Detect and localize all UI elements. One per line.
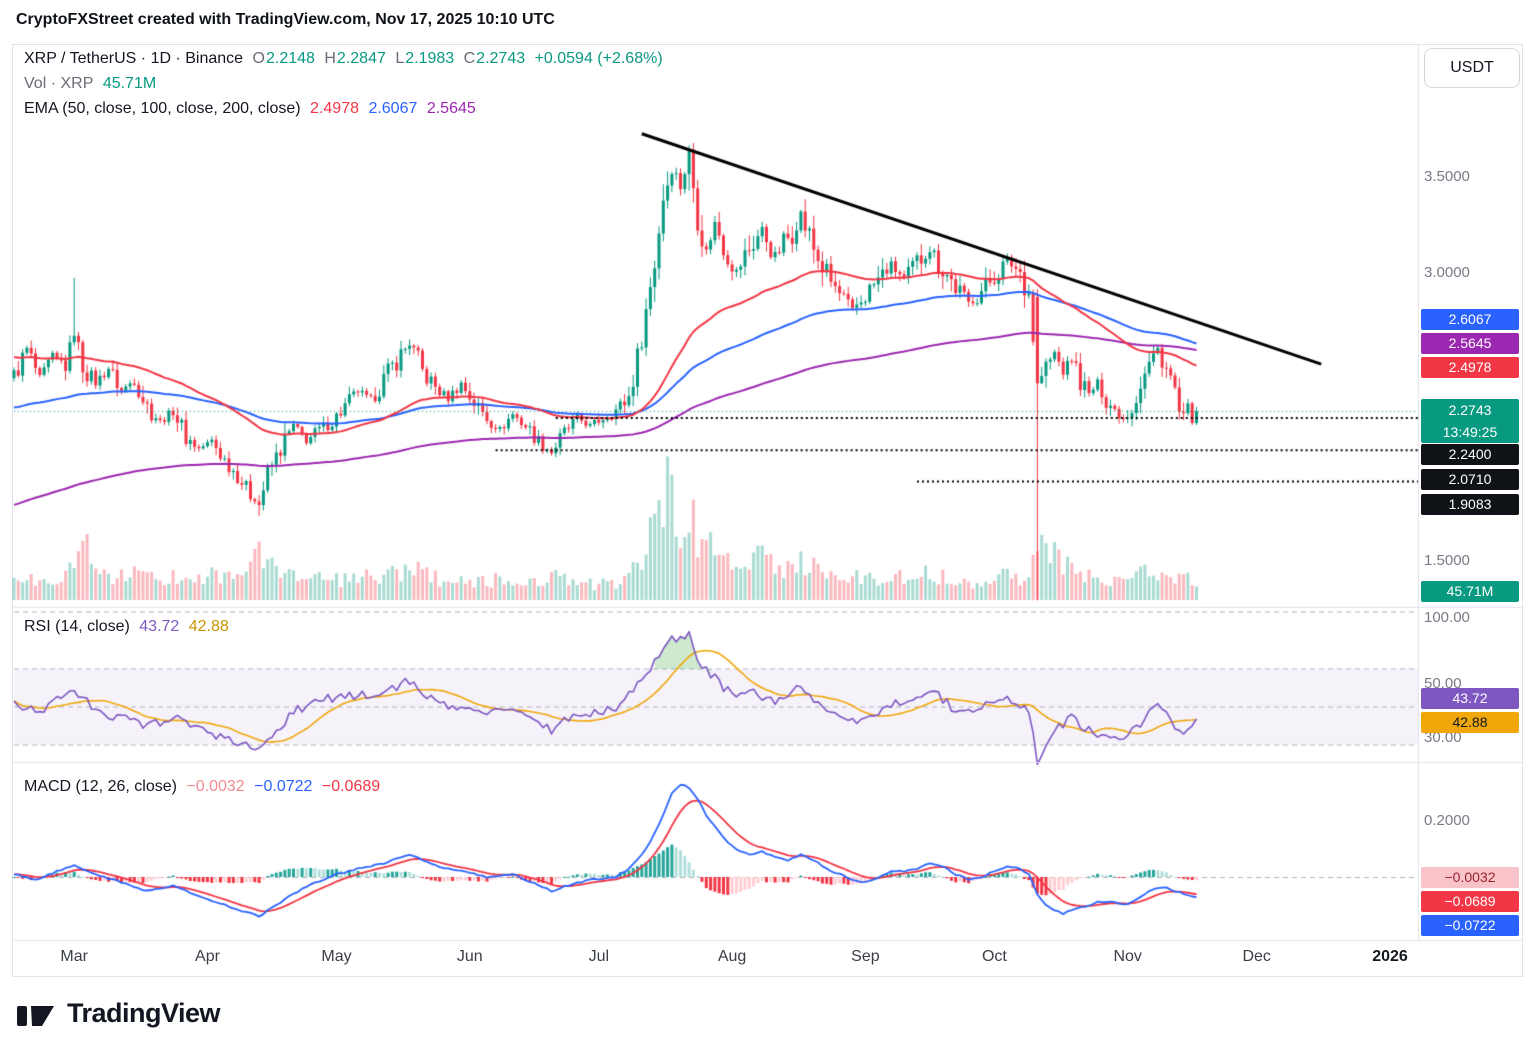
macd-line-value: −0.0722	[254, 778, 313, 795]
rsi-value: 43.72	[139, 618, 180, 635]
tradingview-brand-text: TradingView	[67, 998, 221, 1028]
ema-legend-row[interactable]: EMA (50, close, 100, close, 200, close) …	[24, 100, 481, 118]
level-badge-1-9083: 1.9083	[1421, 494, 1519, 515]
macd-title: MACD (12, 26, close)	[24, 778, 177, 795]
macd-hist-axis-badge: −0.0032	[1421, 867, 1519, 888]
ema-label: EMA (50, close, 100, close, 200, close)	[24, 100, 301, 117]
currency-toggle-button[interactable]: USDT	[1424, 48, 1520, 88]
change-value: +0.0594 (+2.68%)	[534, 50, 663, 67]
rsi-ma-value: 42.88	[188, 618, 229, 635]
volume-axis-badge: 45.71M	[1421, 581, 1519, 602]
macd-signal-axis-badge: −0.0689	[1421, 891, 1519, 912]
macd-signal-value: −0.0689	[321, 778, 381, 795]
open-label: O	[252, 50, 265, 67]
main-legend-row[interactable]: XRP / TetherUS · 1D · Binance O2.2148 H2…	[24, 50, 668, 68]
ema50-price-badge: 2.4978	[1421, 357, 1519, 378]
open-value: 2.2148	[265, 50, 315, 67]
tradingview-logo-link[interactable]: TradingView	[16, 998, 221, 1029]
low-label: L	[395, 50, 405, 67]
symbol-title: XRP / TetherUS · 1D · Binance	[24, 50, 244, 67]
high-value: 2.2847	[336, 50, 386, 67]
rsi-title: RSI (14, close)	[24, 618, 130, 635]
ema100-price-badge: 2.6067	[1421, 309, 1519, 330]
macd-line-axis-badge: −0.0722	[1421, 915, 1519, 936]
ema100-value: 2.6067	[368, 100, 418, 117]
rsi-axis-badge: 43.72	[1421, 688, 1519, 709]
level-badge-2-0710: 2.0710	[1421, 469, 1519, 490]
high-label: H	[324, 50, 336, 67]
rsi-legend-row[interactable]: RSI (14, close) 43.72 42.88	[24, 618, 234, 636]
current-price-badge: 2.2743 13:49:25	[1421, 399, 1519, 443]
current-price-value: 2.2743	[1448, 402, 1492, 418]
ema50-value: 2.4978	[310, 100, 359, 117]
close-label: C	[463, 50, 476, 67]
level-badge-2-2400: 2.2400	[1421, 444, 1519, 465]
volume-label: Vol · XRP	[24, 75, 94, 92]
macd-legend-row[interactable]: MACD (12, 26, close) −0.0032 −0.0722 −0.…	[24, 778, 385, 796]
low-value: 2.1983	[405, 50, 455, 67]
rsi-ma-axis-badge: 42.88	[1421, 712, 1519, 733]
volume-value: 45.71M	[102, 75, 157, 92]
macd-hist-value: −0.0032	[186, 778, 245, 795]
ema200-price-badge: 2.5645	[1421, 333, 1519, 354]
volume-legend-row[interactable]: Vol · XRP 45.71M	[24, 75, 161, 93]
countdown-timer: 13:49:25	[1442, 424, 1498, 440]
close-value: 2.2743	[476, 50, 526, 67]
ema200-value: 2.5645	[426, 100, 476, 117]
tradingview-logo-icon	[17, 1005, 54, 1026]
